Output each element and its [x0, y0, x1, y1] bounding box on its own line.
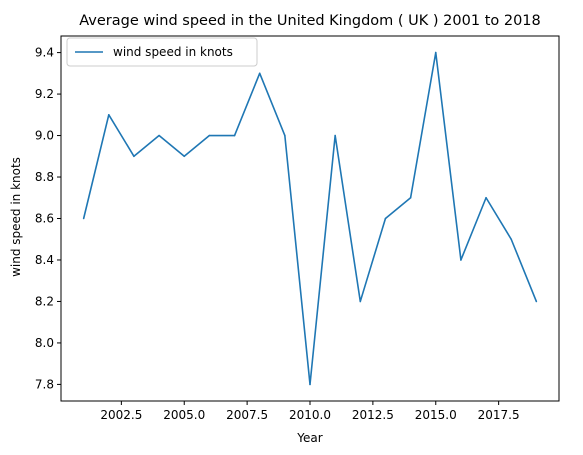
data-point [334, 134, 336, 137]
x-tick-label: 2007.5 [226, 408, 268, 422]
data-point [258, 72, 261, 75]
data-point [107, 114, 110, 116]
data-point [460, 259, 462, 261]
legend-label: wind speed in knots [113, 45, 233, 59]
x-tick-label: 2002.5 [100, 408, 142, 422]
data-point [82, 217, 85, 220]
data-point [510, 238, 513, 241]
plot-frame [60, 35, 560, 402]
x-tick-label: 2017.5 [478, 408, 520, 422]
data-point [158, 134, 160, 137]
series-line [82, 51, 538, 386]
data-point [384, 217, 387, 220]
data-point [183, 155, 186, 158]
data-point [309, 383, 311, 386]
legend-box [66, 37, 258, 67]
data-point [485, 196, 487, 199]
data-point [434, 51, 437, 54]
data-point [535, 300, 538, 303]
x-tick-label: 2012.5 [352, 408, 394, 422]
data-point [359, 300, 362, 303]
y-tick-label: 9.0 [35, 129, 54, 143]
y-tick-label: 8.8 [35, 170, 54, 184]
y-tick-label: 9.4 [35, 46, 54, 60]
data-point [208, 134, 211, 137]
x-tick-label: 2015.0 [415, 408, 457, 422]
x-axis-title: Year [296, 431, 322, 445]
data-point [133, 155, 135, 158]
y-tick-label: 8.6 [35, 212, 54, 226]
data-point [284, 134, 286, 137]
data-point [233, 134, 236, 137]
plot-area: 2002.5 2005.0 2007.5 2010.0 2012.5 2015.0 2017… [35, 35, 560, 422]
y-tick-label: 7.8 [35, 377, 54, 391]
chart-title: Average wind speed in the United Kingdom… [79, 13, 541, 29]
x-tick-label: 2010.0 [289, 408, 331, 422]
data-point [409, 196, 412, 199]
y-tick-label: 9.2 [35, 87, 54, 101]
y-axis-title: wind speed in knots [9, 157, 23, 277]
y-tick-label: 8.4 [35, 253, 54, 267]
legend: wind speed in knots [66, 37, 258, 67]
y-tick-label: 8.0 [35, 336, 54, 350]
x-tick-label: 2005.0 [163, 408, 205, 422]
y-tick-label: 8.2 [35, 294, 54, 308]
